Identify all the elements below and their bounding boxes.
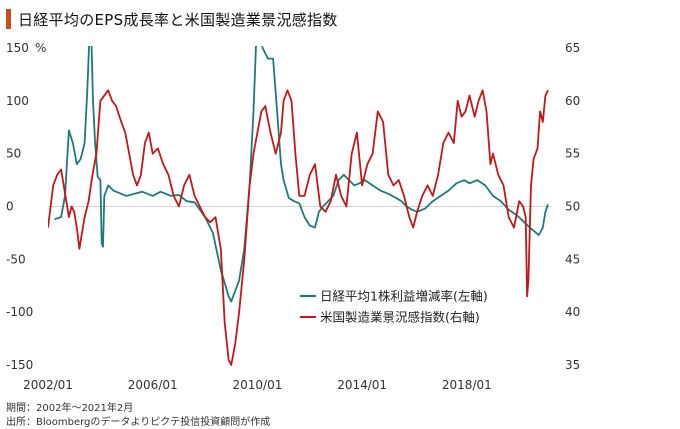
left-axis-tick-label: -100 (6, 305, 33, 319)
left-axis-tick-label: 0 (6, 200, 14, 214)
x-axis-tick-label: 2002/01 (23, 378, 73, 392)
legend-label-us-pmi: 米国製造業景況感指数(右軸) (320, 310, 480, 325)
series-line-eps-growth (54, 46, 549, 303)
x-axis-tick-label: 2014/01 (337, 378, 387, 392)
title-accent-bar (6, 9, 11, 29)
footnote-period: 期間：2002年～2021年2月 (6, 403, 134, 414)
right-axis-tick-label: 40 (565, 305, 580, 319)
right-axis-tick-label: 45 (565, 252, 580, 266)
right-axis-tick-label: 65 (565, 41, 580, 55)
left-axis-tick-label: 100 (6, 94, 29, 108)
left-axis-unit-label: % (35, 41, 46, 55)
chart-title-text: 日経平均のEPS成長率と米国製造業景況感指数 (18, 10, 338, 29)
chart-title: 日経平均のEPS成長率と米国製造業景況感指数 (6, 8, 338, 30)
right-axis-tick-label: 50 (565, 200, 580, 214)
legend-label-eps-growth: 日経平均1株利益増減率(左軸) (320, 289, 488, 304)
x-axis-tick-label: 2018/01 (442, 378, 492, 392)
x-axis-tick-label: 2010/01 (232, 378, 282, 392)
footnote-source: 出所：Bloombergのデータよりピクテ投信投資顧問が作成 (6, 417, 271, 428)
right-axis-tick-label: 35 (565, 358, 580, 372)
right-axis-tick-label: 55 (565, 147, 580, 161)
x-axis-tick-label: 2006/01 (128, 378, 178, 392)
left-axis-tick-label: 50 (6, 147, 21, 161)
left-axis-tick-label: -150 (6, 358, 33, 372)
series-line-us-pmi (48, 89, 549, 366)
right-axis-tick-label: 60 (565, 94, 580, 108)
left-axis-tick-label: 150 (6, 41, 29, 55)
left-axis-tick-label: -50 (6, 252, 26, 266)
